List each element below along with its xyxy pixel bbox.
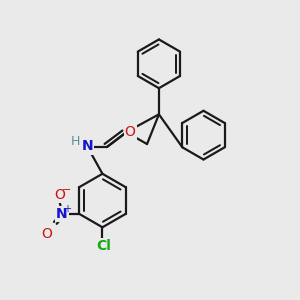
Text: O: O [54, 188, 65, 202]
Text: N: N [56, 207, 68, 221]
Text: Cl: Cl [97, 239, 111, 253]
Text: +: + [63, 204, 71, 214]
Text: N: N [82, 140, 93, 153]
Text: O: O [124, 125, 136, 139]
Text: −: − [61, 185, 71, 195]
Text: H: H [70, 135, 80, 148]
Text: O: O [42, 227, 52, 241]
